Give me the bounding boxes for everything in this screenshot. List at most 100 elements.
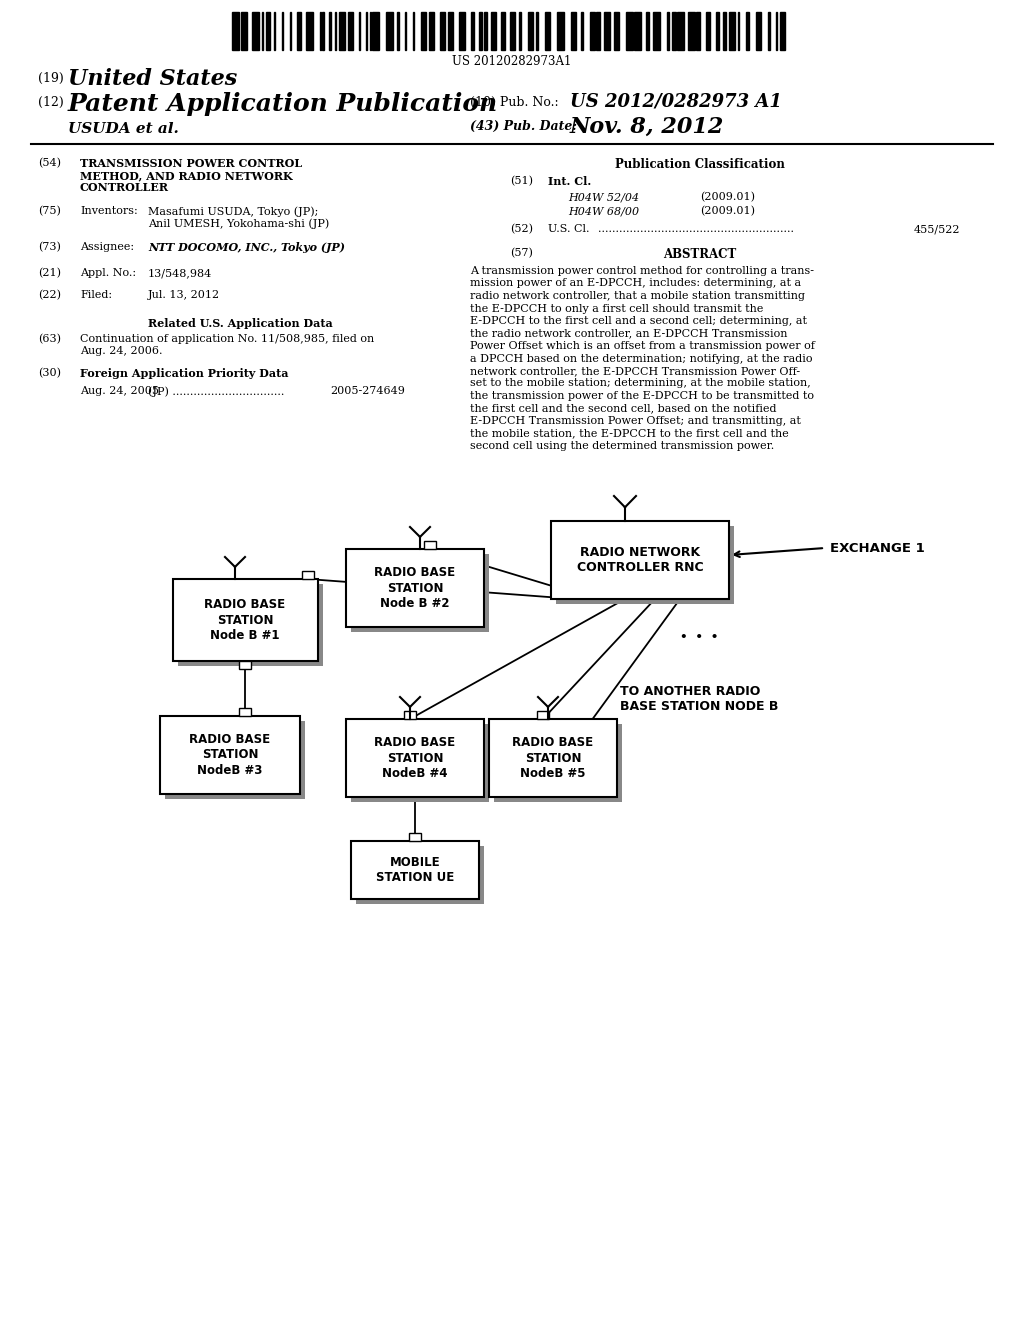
Text: USUDA et al.: USUDA et al. xyxy=(68,121,179,136)
Text: Patent Application Publication: Patent Application Publication xyxy=(68,92,498,116)
Bar xyxy=(729,12,735,50)
Bar xyxy=(282,12,284,50)
Text: RADIO BASE
STATION
NodeB #5: RADIO BASE STATION NodeB #5 xyxy=(512,737,594,780)
Bar xyxy=(646,12,649,50)
Bar xyxy=(323,12,324,50)
Bar xyxy=(339,12,345,50)
Text: (19): (19) xyxy=(38,73,63,84)
Text: Appl. No.:: Appl. No.: xyxy=(80,268,136,279)
Bar xyxy=(273,12,275,50)
Bar xyxy=(172,579,317,661)
Text: (JP) ................................: (JP) ................................ xyxy=(148,385,285,396)
Bar xyxy=(756,12,761,50)
Text: RADIO BASE
STATION
Node B #1: RADIO BASE STATION Node B #1 xyxy=(205,598,286,642)
Bar xyxy=(780,12,785,50)
Text: EXCHANGE 1: EXCHANGE 1 xyxy=(830,541,925,554)
Text: Nov. 8, 2012: Nov. 8, 2012 xyxy=(570,116,724,139)
Text: Publication Classification: Publication Classification xyxy=(615,158,785,172)
Bar xyxy=(242,12,247,50)
Bar xyxy=(519,12,521,50)
Bar xyxy=(596,12,600,50)
Text: Foreign Application Priority Data: Foreign Application Priority Data xyxy=(80,368,289,379)
Text: Anil UMESH, Yokohama-shi (JP): Anil UMESH, Yokohama-shi (JP) xyxy=(148,218,330,228)
Text: ........................................................: ........................................… xyxy=(598,224,794,234)
Text: H04W 52/04: H04W 52/04 xyxy=(568,191,639,202)
Bar xyxy=(335,12,336,50)
Text: US 2012/0282973 A1: US 2012/0282973 A1 xyxy=(570,92,782,110)
Text: CONTROLLER: CONTROLLER xyxy=(80,182,169,193)
Bar xyxy=(667,12,670,50)
Text: the radio network controller, an E-DPCCH Transmission: the radio network controller, an E-DPCCH… xyxy=(470,329,787,338)
Bar xyxy=(768,12,770,50)
Text: the first cell and the second cell, based on the notified: the first cell and the second cell, base… xyxy=(470,404,776,413)
Bar xyxy=(706,12,710,50)
Text: the E-DPCCH to only a first cell should transmit the: the E-DPCCH to only a first cell should … xyxy=(470,304,763,314)
Text: RADIO BASE
STATION
NodeB #3: RADIO BASE STATION NodeB #3 xyxy=(189,733,270,777)
Bar xyxy=(351,554,489,632)
Bar xyxy=(373,12,379,50)
Bar xyxy=(160,715,300,795)
Bar xyxy=(239,708,251,715)
Text: 455/522: 455/522 xyxy=(913,224,961,234)
Text: TO ANOTHER RADIO: TO ANOTHER RADIO xyxy=(620,685,761,698)
Text: the transmission power of the E-DPCCH to be transmitted to: the transmission power of the E-DPCCH to… xyxy=(470,391,814,401)
Bar xyxy=(717,12,719,50)
Text: (10) Pub. No.:: (10) Pub. No.: xyxy=(470,96,559,110)
Bar xyxy=(165,721,305,799)
Bar xyxy=(358,12,360,50)
Text: Filed:: Filed: xyxy=(80,290,112,300)
Bar xyxy=(494,723,622,803)
Bar xyxy=(677,12,684,50)
Text: second cell using the determined transmission power.: second cell using the determined transmi… xyxy=(470,441,774,451)
Bar xyxy=(447,12,454,50)
Text: (57): (57) xyxy=(510,248,532,259)
Text: (43) Pub. Date:: (43) Pub. Date: xyxy=(470,120,577,133)
Bar xyxy=(177,583,323,667)
Bar xyxy=(613,12,620,50)
Bar xyxy=(634,12,641,50)
Text: US 20120282973A1: US 20120282973A1 xyxy=(453,55,571,69)
Text: radio network controller, that a mobile station transmitting: radio network controller, that a mobile … xyxy=(470,290,805,301)
Bar xyxy=(439,12,445,50)
Bar xyxy=(262,12,263,50)
Text: (73): (73) xyxy=(38,242,60,252)
Text: RADIO BASE
STATION
NodeB #4: RADIO BASE STATION NodeB #4 xyxy=(375,737,456,780)
Text: set to the mobile station; determining, at the mobile station,: set to the mobile station; determining, … xyxy=(470,379,811,388)
Bar xyxy=(484,12,487,50)
Bar xyxy=(306,12,313,50)
Bar xyxy=(556,525,734,605)
Text: Jul. 13, 2012: Jul. 13, 2012 xyxy=(148,290,220,300)
Text: E-DPCCH Transmission Power Offset; and transmitting, at: E-DPCCH Transmission Power Offset; and t… xyxy=(470,416,801,426)
Bar xyxy=(489,719,617,797)
Bar xyxy=(290,12,292,50)
Text: Assignee:: Assignee: xyxy=(80,242,134,252)
Bar xyxy=(366,12,367,50)
Bar xyxy=(551,521,729,599)
Text: (51): (51) xyxy=(510,176,534,186)
Text: (21): (21) xyxy=(38,268,61,279)
Text: Power Offset which is an offset from a transmission power of: Power Offset which is an offset from a t… xyxy=(470,341,815,351)
Bar xyxy=(604,12,610,50)
Text: (75): (75) xyxy=(38,206,60,216)
Bar xyxy=(557,12,564,50)
Text: (54): (54) xyxy=(38,158,61,169)
Bar xyxy=(329,12,331,50)
Text: mission power of an E-DPCCH, includes: determining, at a: mission power of an E-DPCCH, includes: d… xyxy=(470,279,801,289)
Text: United States: United States xyxy=(68,69,238,90)
Text: the mobile station, the E-DPCCH to the first cell and the: the mobile station, the E-DPCCH to the f… xyxy=(470,429,788,438)
Bar xyxy=(510,12,515,50)
Text: A transmission power control method for controlling a trans-: A transmission power control method for … xyxy=(470,267,814,276)
Bar xyxy=(346,719,484,797)
Text: (52): (52) xyxy=(510,224,534,235)
Bar xyxy=(404,711,416,719)
Bar xyxy=(459,12,466,50)
Bar xyxy=(653,12,659,50)
Bar xyxy=(319,12,322,50)
Text: network controller, the E-DPCCH Transmission Power Off-: network controller, the E-DPCCH Transmis… xyxy=(470,366,800,376)
Bar xyxy=(266,12,269,50)
Text: ABSTRACT: ABSTRACT xyxy=(664,248,736,261)
Bar xyxy=(590,12,595,50)
Text: (2009.01): (2009.01) xyxy=(700,191,755,202)
Text: a DPCCH based on the determination; notifying, at the radio: a DPCCH based on the determination; noti… xyxy=(470,354,812,363)
Text: RADIO NETWORK
CONTROLLER RNC: RADIO NETWORK CONTROLLER RNC xyxy=(577,545,703,574)
